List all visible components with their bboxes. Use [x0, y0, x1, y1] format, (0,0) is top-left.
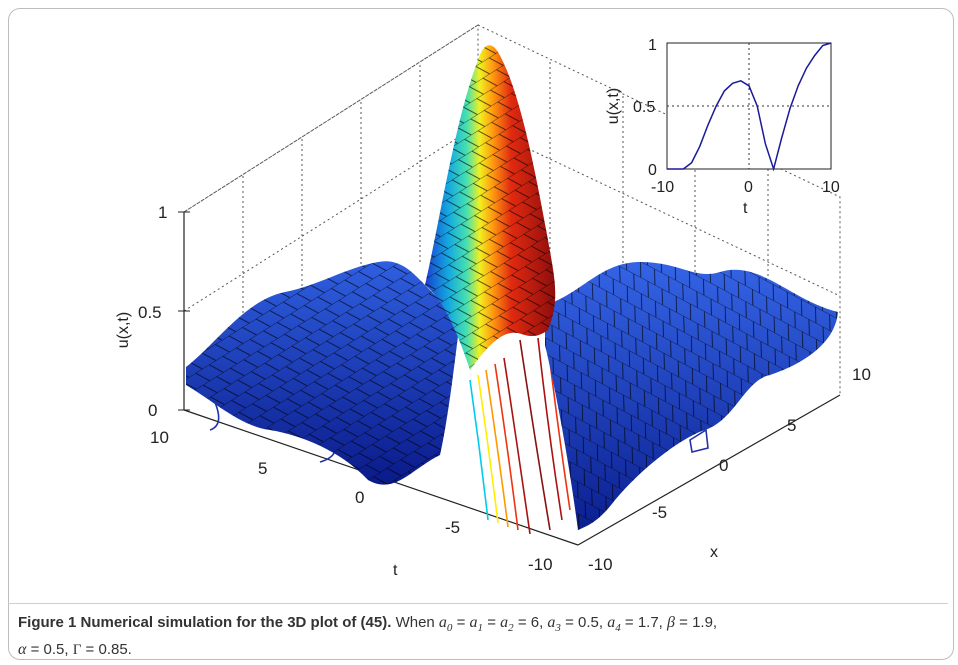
z-tick-label: 1: [158, 203, 167, 222]
caption-a3-symbol: a3: [547, 614, 561, 635]
inset-y-tick-label: 1: [648, 37, 657, 54]
contour-line: [469, 379, 489, 521]
inset-x-axis-label: t: [743, 200, 748, 217]
back-wall-right: [477, 24, 841, 395]
inset-y-tick-label: 0.5: [633, 99, 655, 116]
caption-eq-chain: = 6,: [517, 614, 544, 631]
inset-y-axis-label: u(x,t): [605, 88, 622, 124]
z-tick-label: 0.5: [138, 303, 162, 322]
caption-beta-value: = 1.9,: [679, 614, 718, 631]
caption-when: When: [395, 614, 435, 631]
contour-line: [537, 337, 563, 521]
contour-line: [494, 363, 519, 531]
x-axis-label: x: [710, 544, 718, 561]
caption-gamma-value: = 0.85.: [85, 641, 132, 659]
caption-divider: [8, 603, 948, 604]
contour-line: [519, 339, 551, 531]
inset-x-tick-label: 10: [822, 179, 840, 196]
caption-gamma-symbol: Γ: [72, 642, 82, 659]
caption-alpha-value: = 0.5,: [30, 641, 69, 659]
contour-line: [689, 428, 709, 453]
contour-line: [503, 357, 531, 535]
figure-caption: Figure 1 Numerical simulation for the 3D…: [8, 603, 948, 661]
x-axis-ticks: -10 -5 0 5 10 x: [588, 365, 871, 574]
inset-series-line: [667, 42, 832, 172]
x-tick-label: 5: [787, 416, 796, 435]
caption-title: Figure 1 Numerical simulation for the 3D…: [18, 614, 392, 631]
caption-a1: a1: [469, 614, 484, 635]
inset-y-tick-label: 0: [648, 162, 657, 179]
inset-x-tick-label: -10: [651, 179, 674, 196]
z-axis-ticks: 0 0.5 1 u(x,t): [115, 203, 190, 420]
t-axis-ticks: 10 5 0 -5 -10 t: [150, 428, 553, 579]
caption-alpha-symbol: α: [18, 641, 27, 659]
caption-a4-value: = 1.7,: [624, 614, 663, 631]
z-axis-label: u(x,t): [115, 312, 132, 348]
caption-a0: a0: [438, 614, 453, 635]
contour-line: [477, 374, 499, 524]
z-tick-label: 0: [148, 401, 157, 420]
t-tick-label: -5: [445, 518, 460, 537]
contour-line: [485, 369, 509, 528]
caption-a3-value: = 0.5,: [565, 614, 604, 631]
t-tick-label: -10: [528, 555, 553, 574]
inset-plot: 0 0.5 1 -10 0 10 t u(x,t): [605, 37, 840, 217]
caption-a4-symbol: a4: [607, 614, 621, 635]
surface-right-lobe-mesh: [545, 262, 838, 530]
z-grid-2: [477, 124, 841, 297]
figure-plot: 0 0.5 1 u(x,t) 10 5 0 -5 -10 t -10 -5 0 …: [115, 24, 871, 579]
t-axis-label: t: [393, 562, 398, 579]
x-axis-line: [577, 394, 841, 546]
surface-left-lobe-mesh: [186, 261, 460, 485]
inset-x-tick-label: 0: [744, 179, 753, 196]
caption-a2: a2: [500, 614, 514, 635]
surface-peak-mesh: [425, 45, 556, 370]
t-tick-label: 5: [258, 459, 267, 478]
inset-grid: [667, 43, 831, 169]
x-tick-label: 10: [852, 365, 871, 384]
x-tick-label: -10: [588, 555, 613, 574]
x-tick-label: 0: [719, 456, 728, 475]
t-tick-label: 10: [150, 428, 169, 447]
t-tick-label: 0: [355, 488, 364, 507]
caption-beta-symbol: β: [667, 614, 675, 631]
z-grid-3: [183, 24, 479, 213]
x-tick-label: -5: [652, 503, 667, 522]
